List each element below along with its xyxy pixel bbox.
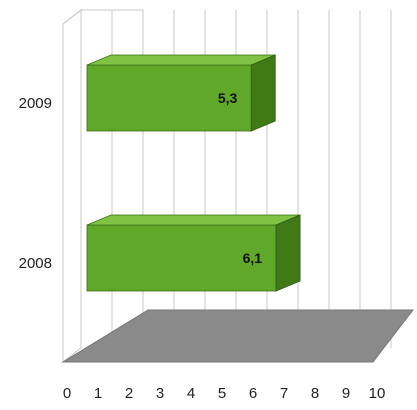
bar-front-face [86, 64, 252, 132]
bar-side-face [250, 54, 276, 132]
x-tick-label: 3 [156, 385, 164, 402]
x-tick-label: 9 [342, 385, 350, 402]
gridlines [62, 8, 392, 364]
x-tick-label: 1 [94, 385, 102, 402]
x-tick-label: 10 [369, 385, 386, 402]
x-axis-tick-labels: 0 1 2 3 4 5 6 7 8 9 10 [63, 385, 386, 402]
x-tick-label: 4 [187, 385, 195, 402]
x-tick-label: 5 [218, 385, 226, 402]
bar: 6,1 [86, 214, 301, 292]
x-tick-label: 7 [280, 385, 288, 402]
x-tick-label: 6 [249, 385, 257, 402]
category-label: 2009 [19, 95, 52, 112]
bar-side-face [275, 214, 301, 292]
category-label: 2008 [19, 255, 52, 272]
data-label: 5,3 [218, 90, 238, 106]
category-labels: 2009 2008 [19, 95, 52, 272]
x-tick-label: 2 [125, 385, 133, 402]
side-wall [62, 8, 82, 364]
bar-top-face [86, 54, 276, 66]
bars: 5,3 6,1 [86, 54, 301, 292]
x-tick-label: 8 [311, 385, 319, 402]
wall-corner-edge [62, 9, 82, 25]
bar-front-face [86, 224, 277, 292]
bar-top-face [86, 214, 301, 226]
bar: 5,3 [86, 54, 276, 132]
floor-plane [61, 309, 415, 363]
chart-floor [61, 309, 415, 363]
data-label: 6,1 [243, 250, 263, 266]
x-tick-label: 0 [63, 385, 71, 402]
